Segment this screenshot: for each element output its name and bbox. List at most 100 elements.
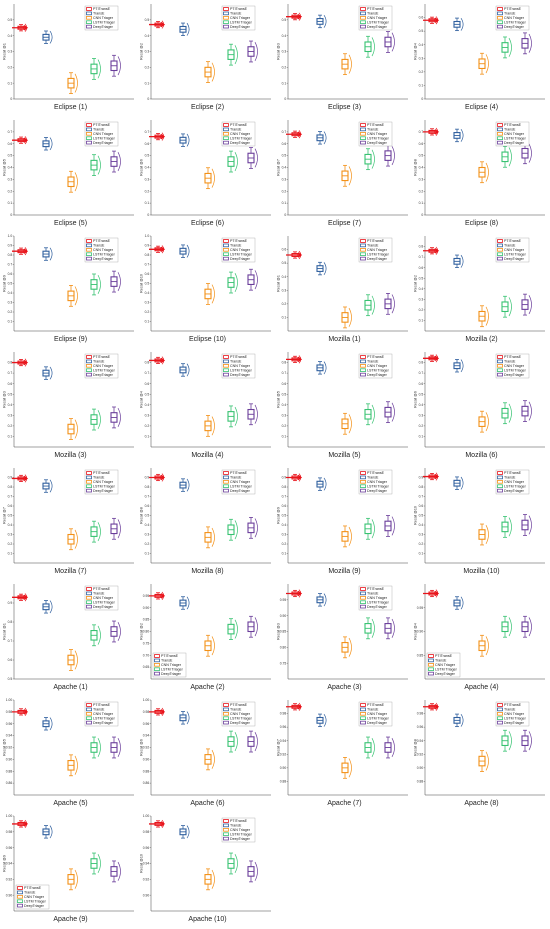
y-tick-label: 0.5 xyxy=(282,392,287,396)
legend-label: PTITransE xyxy=(504,471,522,475)
legend-label: PTITransE xyxy=(367,471,385,475)
y-tick-label: 0.4 xyxy=(419,287,424,291)
y-tick-label: 0.4 xyxy=(145,523,150,527)
y-tick-label: 1.00 xyxy=(143,814,150,818)
chart-caption: Apache (1) xyxy=(53,684,88,691)
legend-label: LSTM Triager xyxy=(504,252,527,256)
y-axis-label: Recall @10 xyxy=(414,506,418,525)
legend-swatch xyxy=(360,136,366,140)
y-tick-label: 0.85 xyxy=(417,653,424,657)
y-tick-label: 0.1 xyxy=(419,201,424,205)
legend-label: LSTM Triager xyxy=(230,716,253,720)
legend-label: CNN Triager xyxy=(367,248,388,252)
legend-label: PTITransE xyxy=(93,355,111,359)
legend-label: CNN Triager xyxy=(24,895,45,899)
legend-label: CNN Triager xyxy=(93,132,114,136)
legend-swatch xyxy=(86,247,92,252)
box-ptitranse xyxy=(286,250,303,260)
legend-swatch xyxy=(223,475,229,480)
box-plot: 0.1 0.2 0.3 0.4 0.5 0.6 0.7 0.8 0.9 Recall @8 PTIT… xyxy=(140,468,271,564)
y-tick-label: 0.98 xyxy=(143,830,150,834)
y-tick-label: 0.5 xyxy=(419,29,424,33)
y-tick-label: 0.6 xyxy=(419,382,424,386)
y-axis-label: Recall @7 xyxy=(3,507,7,524)
legend-label: DeepTriager xyxy=(93,25,114,29)
box-lstm-triager xyxy=(90,273,101,296)
y-tick-label: 0.4 xyxy=(419,43,424,47)
legend-swatch xyxy=(497,256,503,261)
y-tick-label: 0.6 xyxy=(145,142,150,146)
chart-caption: Mozilla (10) xyxy=(463,568,500,575)
chart-caption: Eclipse (5) xyxy=(53,220,88,227)
box-transe xyxy=(453,359,464,373)
y-tick-label: 0.2 xyxy=(419,542,424,546)
legend-swatch xyxy=(223,127,229,132)
legend-swatch xyxy=(223,823,229,828)
y-tick-label: 0.7 xyxy=(8,263,13,267)
y-axis-label: Recall @4 xyxy=(414,43,418,60)
legend-swatch xyxy=(86,123,92,127)
legend-swatch xyxy=(86,716,92,720)
box-plot: 0.86 0.88 0.90 0.92 0.94 0.96 0.98 1.00 Recall @… xyxy=(140,698,271,796)
box-lstm-triager xyxy=(364,148,375,171)
y-tick-label: 0.6 xyxy=(282,382,287,386)
legend-label: CNN Triager xyxy=(93,480,114,484)
legend-label: CNN Triager xyxy=(161,663,182,667)
y-tick-label: 0.2 xyxy=(419,424,424,428)
legend-swatch xyxy=(17,899,23,904)
box-plot: 0.1 0.2 0.3 0.4 0.5 0.6 0.7 0.8 Recall @2 PTITran… xyxy=(414,236,545,332)
chart-panel: 0.90 0.92 0.94 0.96 0.98 1.00 Recall @9 PTITran… xyxy=(2,813,139,929)
legend-label: PTITransE xyxy=(161,654,179,658)
legend-swatch xyxy=(428,667,434,672)
y-tick-label: 0.7 xyxy=(419,371,424,375)
y-tick-label: 0.88 xyxy=(143,769,150,773)
legend-swatch xyxy=(360,252,366,256)
legend-swatch xyxy=(223,252,229,256)
y-tick-label: 0.1 xyxy=(419,435,424,439)
box-deeptriager xyxy=(247,147,258,169)
box-cnn-triager xyxy=(67,528,78,551)
box-plot: 0.1 0.2 0.3 0.4 0.5 0.6 0.7 0.8 0.9 1.0 Recall @9 P… xyxy=(3,234,134,332)
legend-label: DeepTriager xyxy=(161,672,182,676)
y-tick-label: 0.3 xyxy=(8,50,13,54)
legend-label: TransE xyxy=(230,824,242,828)
legend-label: DeepTriager xyxy=(435,672,456,676)
legend-label: PTITransE xyxy=(230,239,248,243)
legend-swatch xyxy=(154,654,160,658)
y-tick-label: 0.5 xyxy=(8,392,13,396)
arrow-icon xyxy=(12,709,29,715)
legend-swatch xyxy=(223,363,229,368)
box-cnn-triager xyxy=(204,748,215,771)
chart-panel: 0.5 0.6 0.7 0.8 0.9 Recall @1 PTITransE TransE C… xyxy=(2,581,139,697)
legend-label: DeepTriager xyxy=(367,373,388,377)
box-ptitranse xyxy=(286,589,303,598)
chart-panel: 0.88 0.90 0.92 0.94 0.96 0.98 Recall @7 PTITran… xyxy=(276,697,413,813)
legend-label: DeepTriager xyxy=(504,489,525,493)
y-tick-label: 0.94 xyxy=(143,862,150,866)
y-tick-label: 0.5 xyxy=(145,154,150,158)
y-tick-label: 0.3 xyxy=(282,177,287,181)
y-tick-label: 0.2 xyxy=(145,542,150,546)
legend-swatch xyxy=(360,591,366,596)
box-plot: 0.1 0.2 0.3 0.4 0.5 0.6 0.7 0.8 0.9 Recall @7 PTIT… xyxy=(3,468,134,564)
legend-swatch xyxy=(360,140,366,145)
legend-swatch xyxy=(497,711,503,716)
chart-caption: Apache (9) xyxy=(53,916,88,923)
box-plot: 0.1 0.2 0.3 0.4 0.5 0.6 0.7 0.8 Recall @4 PTITran… xyxy=(140,352,271,448)
legend-label: CNN Triager xyxy=(367,712,388,716)
y-tick-label: 1.0 xyxy=(145,234,150,238)
box-plot: 0.88 0.90 0.92 0.94 0.96 0.98 Recall @7 PTITran… xyxy=(277,700,408,796)
y-tick-label: 0.70 xyxy=(143,653,150,657)
legend-swatch xyxy=(497,707,503,712)
chart-panel: 0.1 0.2 0.3 0.4 0.5 0.6 0.7 0.8 0.9 1.0 Recall @10… xyxy=(139,233,276,349)
legend-label: CNN Triager xyxy=(367,16,388,20)
legend-swatch xyxy=(360,123,366,127)
arrow-icon xyxy=(149,821,166,827)
y-tick-label: 0.3 xyxy=(282,533,287,537)
y-tick-label: 0.1 xyxy=(8,81,13,85)
legend-label: PTITransE xyxy=(367,7,385,11)
